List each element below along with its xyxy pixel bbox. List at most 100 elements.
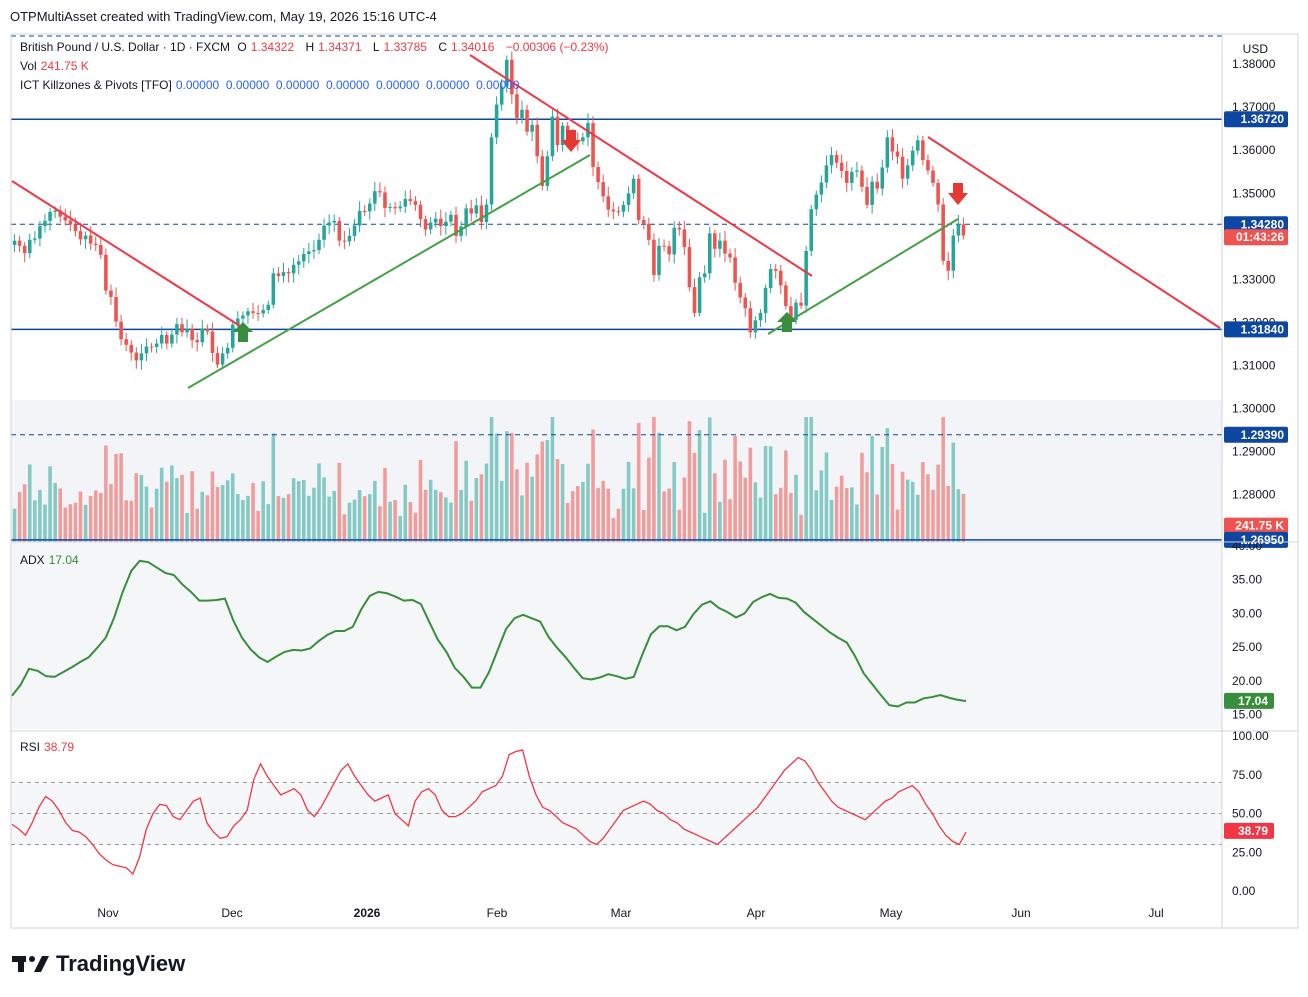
rsi-tick-label: 100.00 <box>1232 729 1269 743</box>
candle-body <box>175 324 179 335</box>
volume-legend[interactable]: Vol 241.75 K <box>20 59 89 73</box>
volume-bar <box>560 464 565 542</box>
volume-bar <box>225 480 230 542</box>
volume-bar <box>804 417 808 542</box>
candle-body <box>296 261 301 265</box>
candle-body <box>834 154 839 163</box>
volume-bar <box>175 478 179 542</box>
candle-body <box>713 233 717 249</box>
price-tick-label: 1.33000 <box>1232 272 1276 286</box>
volume-bar <box>464 460 468 542</box>
candle-body <box>307 251 311 254</box>
volume-bar <box>550 417 555 542</box>
volume-bar <box>890 463 895 542</box>
candle-body <box>910 150 915 166</box>
candle-body <box>743 297 748 309</box>
adx-tick-label: 20.00 <box>1232 674 1262 688</box>
volume-bar <box>164 481 169 542</box>
rsi-legend[interactable]: RSI 38.79 <box>20 740 75 754</box>
candle-body <box>758 312 763 321</box>
volume-bar <box>195 508 199 542</box>
candle-body <box>875 181 879 189</box>
volume-bar <box>855 504 859 542</box>
candle-body <box>479 205 484 223</box>
volume-bar <box>819 470 824 542</box>
volume-bar <box>697 430 702 542</box>
volume-bar <box>388 501 392 542</box>
currency-label[interactable]: USD <box>1242 42 1268 56</box>
ohlc-legend: British Pound / U.S. Dollar · 1D · FXCM … <box>20 40 609 54</box>
candle-body <box>718 240 722 249</box>
candle-body <box>68 220 73 225</box>
candle-body <box>510 59 514 95</box>
candle-body <box>423 219 428 230</box>
candle-body <box>839 162 844 171</box>
volume-bar <box>723 459 727 542</box>
volume-bar <box>241 499 245 542</box>
candle-body <box>621 204 626 212</box>
candle-body <box>271 273 276 305</box>
rsi-tick-label: 25.00 <box>1232 845 1262 859</box>
volume-bar <box>378 506 382 542</box>
rsi-band <box>11 784 1222 845</box>
adx-legend[interactable]: ADX 17.04 <box>20 553 79 567</box>
candle-body <box>961 224 966 236</box>
volume-bar <box>870 435 874 542</box>
volume-bar <box>520 495 524 542</box>
volume-bar <box>773 494 778 542</box>
candle-body <box>139 353 144 361</box>
volume-bar <box>611 517 616 542</box>
candle-body <box>220 353 225 365</box>
volume-bar <box>525 462 529 542</box>
candle-body <box>905 165 910 179</box>
volume-bar <box>144 486 149 542</box>
trend-lines <box>11 54 1221 389</box>
volume-bar <box>418 459 423 542</box>
adx-pane[interactable] <box>11 543 1222 729</box>
open-value: 1.34322 <box>250 40 295 54</box>
candle-body <box>22 245 27 254</box>
volume-bar <box>910 481 915 542</box>
price-tag-label: 01:43:26 <box>1236 230 1284 244</box>
symbol-title[interactable]: British Pound / U.S. Dollar · 1D · FXCM <box>20 40 231 54</box>
candle-body <box>418 204 423 220</box>
candle-body <box>454 214 458 236</box>
volume-bar <box>606 488 611 542</box>
candle-body <box>606 196 611 210</box>
candle-body <box>48 211 52 221</box>
volume-bar <box>317 463 321 542</box>
volume-bar <box>682 477 687 542</box>
trend-line <box>187 154 591 389</box>
volume-bar <box>43 504 47 542</box>
volume-bar <box>271 433 276 542</box>
volume-bar <box>312 487 316 542</box>
candle-body <box>672 227 676 255</box>
price-tag <box>1224 229 1288 246</box>
volume-bar <box>119 453 123 542</box>
volume-bar <box>93 490 98 542</box>
candle-body <box>936 182 940 205</box>
volume-bar <box>758 497 763 542</box>
candle-body <box>327 222 331 226</box>
candle-body <box>337 220 342 241</box>
price-tag <box>1224 531 1288 548</box>
candle-body <box>540 156 545 186</box>
candle-body <box>794 302 798 320</box>
candle-body <box>636 178 641 220</box>
volume-bar <box>621 488 626 542</box>
volume-bar <box>454 441 458 542</box>
candle-body <box>616 211 621 213</box>
trend-line <box>11 180 241 327</box>
candle-body <box>276 273 281 276</box>
volume-bar <box>504 431 509 542</box>
volume-bar <box>926 474 930 542</box>
tradingview-logo[interactable]: TradingView <box>12 951 185 977</box>
volume-bar <box>626 461 631 542</box>
volume-bar <box>748 447 753 542</box>
candle-body <box>134 352 139 361</box>
volume-bar <box>641 510 646 542</box>
candle-body <box>560 125 565 146</box>
price-tick-label: 1.36000 <box>1232 143 1276 157</box>
ict-legend[interactable]: ICT Killzones & Pivots [TFO] 0.00000 0.00… <box>20 78 520 92</box>
